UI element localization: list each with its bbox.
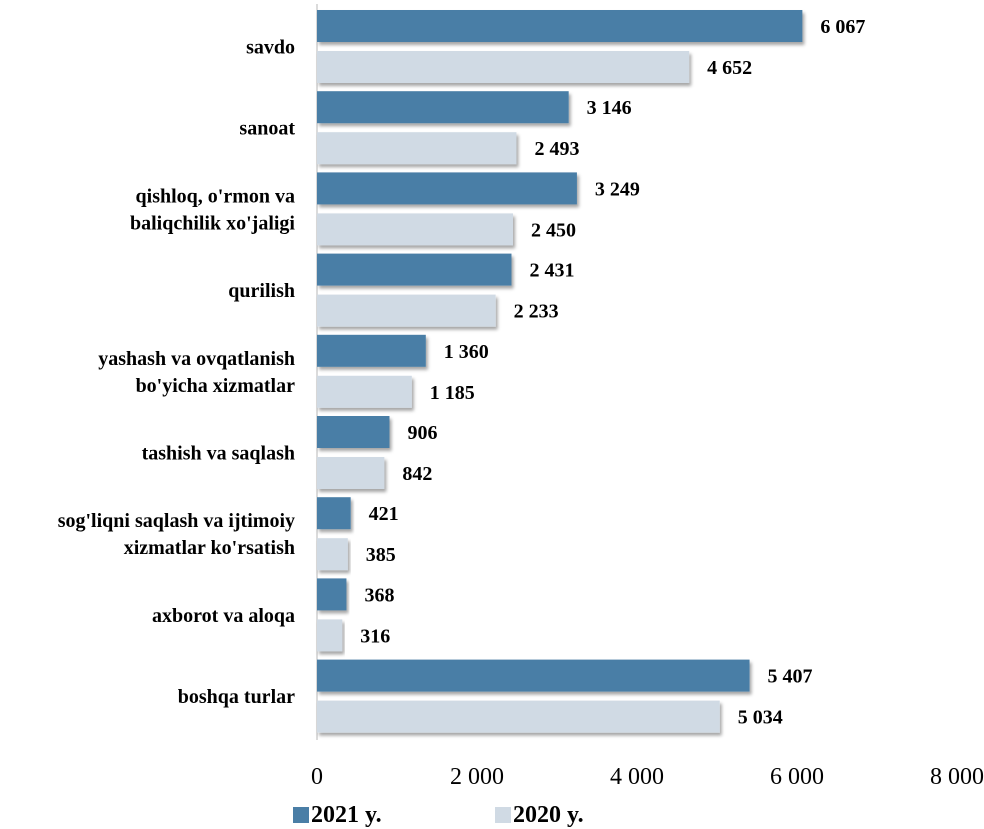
category-label-8-line-0: boshqa turlar (178, 686, 295, 708)
bar-2020-0 (317, 51, 690, 83)
category-label-5-line-0: tashish va saqlash (142, 443, 295, 465)
value-labels-layer: 6 067 4 652 3 146 2 493 3 249 2 450 2 431 2 233… (360, 16, 865, 729)
category-label-7-line-0: axborot va aloqa (152, 605, 295, 627)
category-label-6-line-1: xizmatlar ko'rsatish (124, 537, 295, 559)
bar-2021-6 (317, 497, 351, 530)
x-axis-tick-labels: 0 2 000 4 000 6 000 8 000 (311, 764, 984, 790)
data-label-2020-1: 2 493 (534, 138, 579, 160)
bar-2020-8 (317, 700, 720, 733)
category-label-3-line-0: qurilish (228, 280, 295, 302)
category-label-2-line-1: baliqchilik xo'jaligi (130, 212, 295, 234)
bar-2021-1 (317, 91, 569, 124)
data-label-2020-5: 842 (402, 463, 432, 485)
data-label-2021-8: 5 407 (768, 666, 813, 688)
bar-2020-6 (317, 538, 348, 571)
bar-2021-0 (317, 10, 803, 42)
bar-2020-2 (317, 213, 513, 246)
category-label-2-line-0: qishloq, o'rmon va (136, 185, 295, 207)
data-label-2021-5: 906 (407, 422, 437, 444)
x-tick-label-0: 0 (311, 764, 323, 790)
category-label-6-line-0: sog'liqni saqlash va ijtimoiy (58, 510, 295, 532)
legend-label-2020: 2020 y. (513, 802, 584, 828)
data-label-2021-0: 6 067 (820, 16, 865, 38)
category-label-4-line-1: bo'yicha xizmatlar (136, 375, 296, 397)
x-tick-label-4: 8 000 (930, 764, 984, 790)
data-label-2021-3: 2 431 (529, 260, 574, 282)
legend: 2021 y. 2020 y. (293, 802, 584, 828)
bar-2021-7 (317, 578, 347, 611)
legend-label-2021: 2021 y. (311, 802, 382, 828)
x-tick-label-2: 4 000 (610, 764, 664, 790)
legend-swatch-2021 (293, 807, 309, 823)
bar-2021-2 (317, 172, 577, 205)
category-label-1-line-0: sanoat (239, 118, 295, 140)
data-label-2021-2: 3 249 (595, 178, 640, 200)
bar-2020-4 (317, 375, 412, 408)
bar-2021-5 (317, 416, 390, 448)
bar-2021-4 (317, 334, 426, 367)
bar-2020-1 (317, 132, 517, 165)
data-label-2020-7: 316 (360, 625, 390, 647)
x-tick-label-1: 2 000 (450, 764, 504, 790)
bar-2020-3 (317, 294, 496, 327)
legend-swatch-2020 (495, 807, 511, 823)
data-label-2021-1: 3 146 (587, 97, 632, 119)
bar-2021-8 (317, 659, 750, 692)
x-tick-label-3: 6 000 (770, 764, 824, 790)
data-label-2020-0: 4 652 (707, 57, 752, 79)
bars-layer (317, 10, 803, 733)
data-label-2020-2: 2 450 (531, 219, 576, 241)
data-label-2021-6: 421 (369, 503, 399, 525)
data-label-2020-6: 385 (366, 544, 396, 566)
data-label-2021-7: 368 (364, 584, 394, 606)
data-label-2021-4: 1 360 (444, 341, 489, 363)
data-label-2020-4: 1 185 (430, 382, 475, 404)
bar-2020-7 (317, 619, 343, 652)
data-label-2020-3: 2 233 (514, 301, 559, 323)
category-label-0-line-0: savdo (246, 37, 295, 59)
category-label-4-line-0: yashash va ovqatlanish (98, 348, 295, 370)
bar-2021-3 (317, 253, 512, 286)
data-label-2020-8: 5 034 (738, 707, 783, 729)
bar-2020-5 (317, 457, 385, 489)
category-labels-layer: savdo sanoat qishloq, o'rmon va baliqchilik… (58, 37, 296, 709)
